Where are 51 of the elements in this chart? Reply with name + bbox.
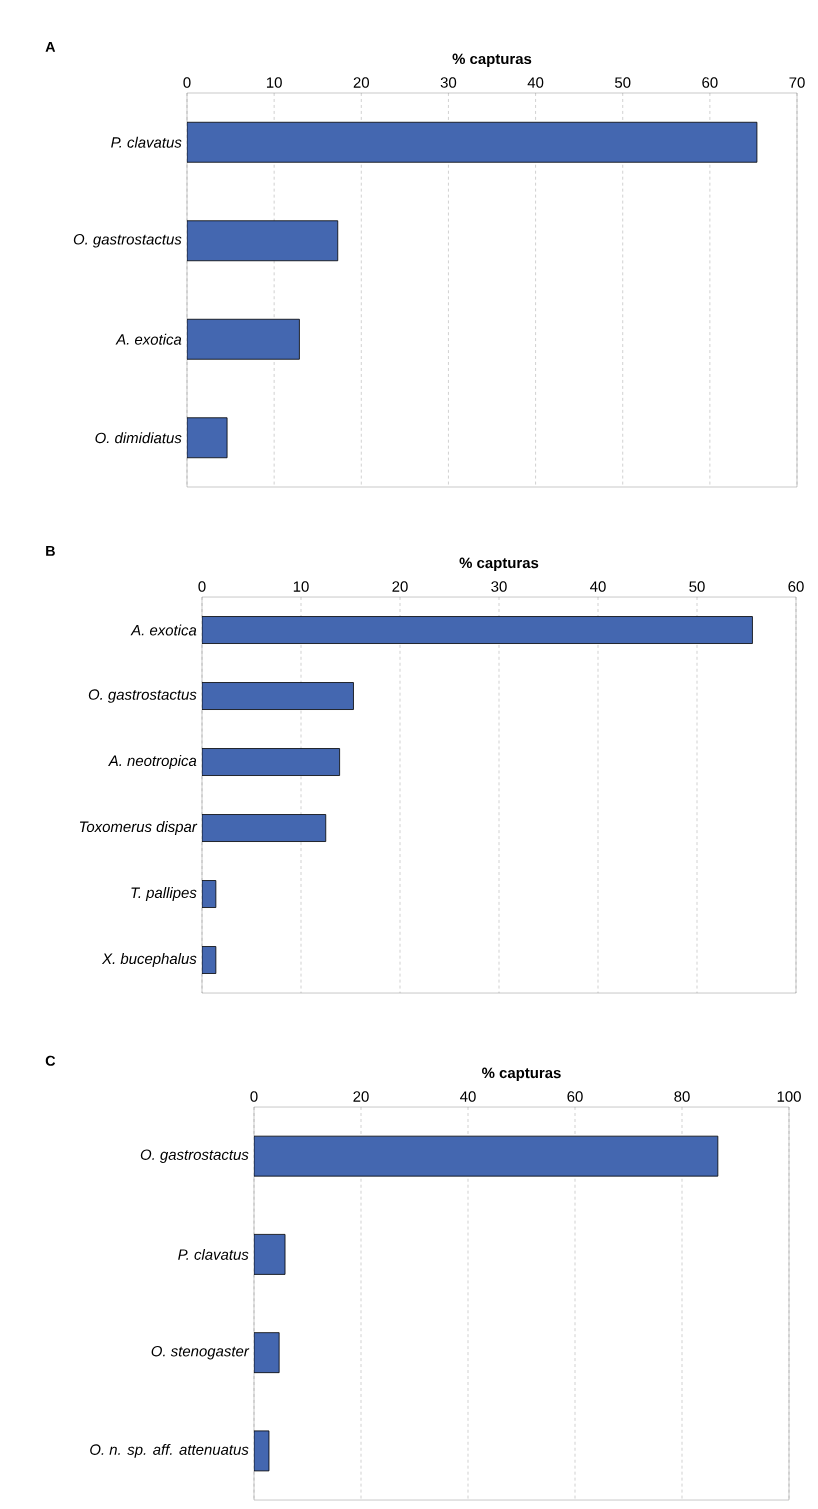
x-tick-label: 100: [777, 1091, 801, 1102]
x-tick-label: 40: [460, 1091, 476, 1102]
y-tick-label: O. dimidiatus: [95, 432, 182, 444]
x-axis-title: % capturas: [452, 53, 532, 68]
bar: [254, 1135, 719, 1177]
x-tick-label: 30: [491, 581, 507, 592]
x-tick-label: 40: [527, 77, 544, 88]
x-tick-label: 30: [440, 77, 457, 88]
x-tick-label: 0: [183, 77, 191, 88]
x-tick-label: 80: [674, 1091, 690, 1102]
bar: [254, 1234, 286, 1275]
x-tick-label: 60: [788, 581, 804, 592]
x-tick-label: 50: [689, 581, 705, 592]
x-tick-label: 60: [702, 77, 718, 88]
y-tick-label: P. clavatus: [111, 136, 182, 148]
x-tick-label: 60: [567, 1091, 583, 1102]
bar: [202, 616, 753, 644]
x-tick-label: 10: [266, 77, 282, 88]
x-tick-label: 50: [615, 77, 631, 88]
y-tick-label: P. clavatus: [178, 1248, 249, 1260]
bar: [187, 121, 758, 163]
bar: [187, 220, 339, 262]
y-tick-label: Toxomerus dispar: [79, 821, 198, 835]
x-tick-label: 40: [590, 581, 606, 592]
x-tick-label: 0: [198, 581, 206, 592]
bar: [187, 417, 228, 459]
y-tick-label: O. gastrostactus: [140, 1149, 249, 1163]
y-tick-label: O. n. sp. aff. attenuatus: [90, 1443, 249, 1458]
x-axis-title: % capturas: [459, 557, 539, 572]
x-axis-title: % capturas: [482, 1067, 561, 1082]
bar: [187, 318, 300, 360]
text: A: [45, 41, 56, 52]
y-tick-label: T. pallipes: [131, 887, 197, 901]
bar: [202, 682, 354, 710]
x-tick-label: 20: [353, 77, 369, 88]
x-tick-label: 20: [353, 1091, 369, 1102]
y-tick-label: X. bucephalus: [101, 953, 197, 967]
x-tick-label: 70: [789, 77, 805, 88]
y-tick-label: O. stenogaster: [151, 1345, 250, 1360]
bar: [202, 748, 341, 776]
y-tick-label: A. exotica: [130, 624, 197, 636]
y-tick-label: A. exotica: [115, 333, 182, 345]
x-tick-label: 10: [293, 581, 309, 592]
y-tick-label: O. gastrostactus: [73, 233, 182, 248]
bar: [202, 814, 327, 842]
x-tick-label: 20: [392, 581, 408, 592]
y-tick-label: O. gastrostactus: [88, 689, 197, 703]
text: C: [45, 1055, 56, 1066]
x-tick-label: 0: [250, 1091, 258, 1102]
y-tick-label: A. neotropica: [108, 755, 197, 769]
text: B: [46, 545, 55, 556]
